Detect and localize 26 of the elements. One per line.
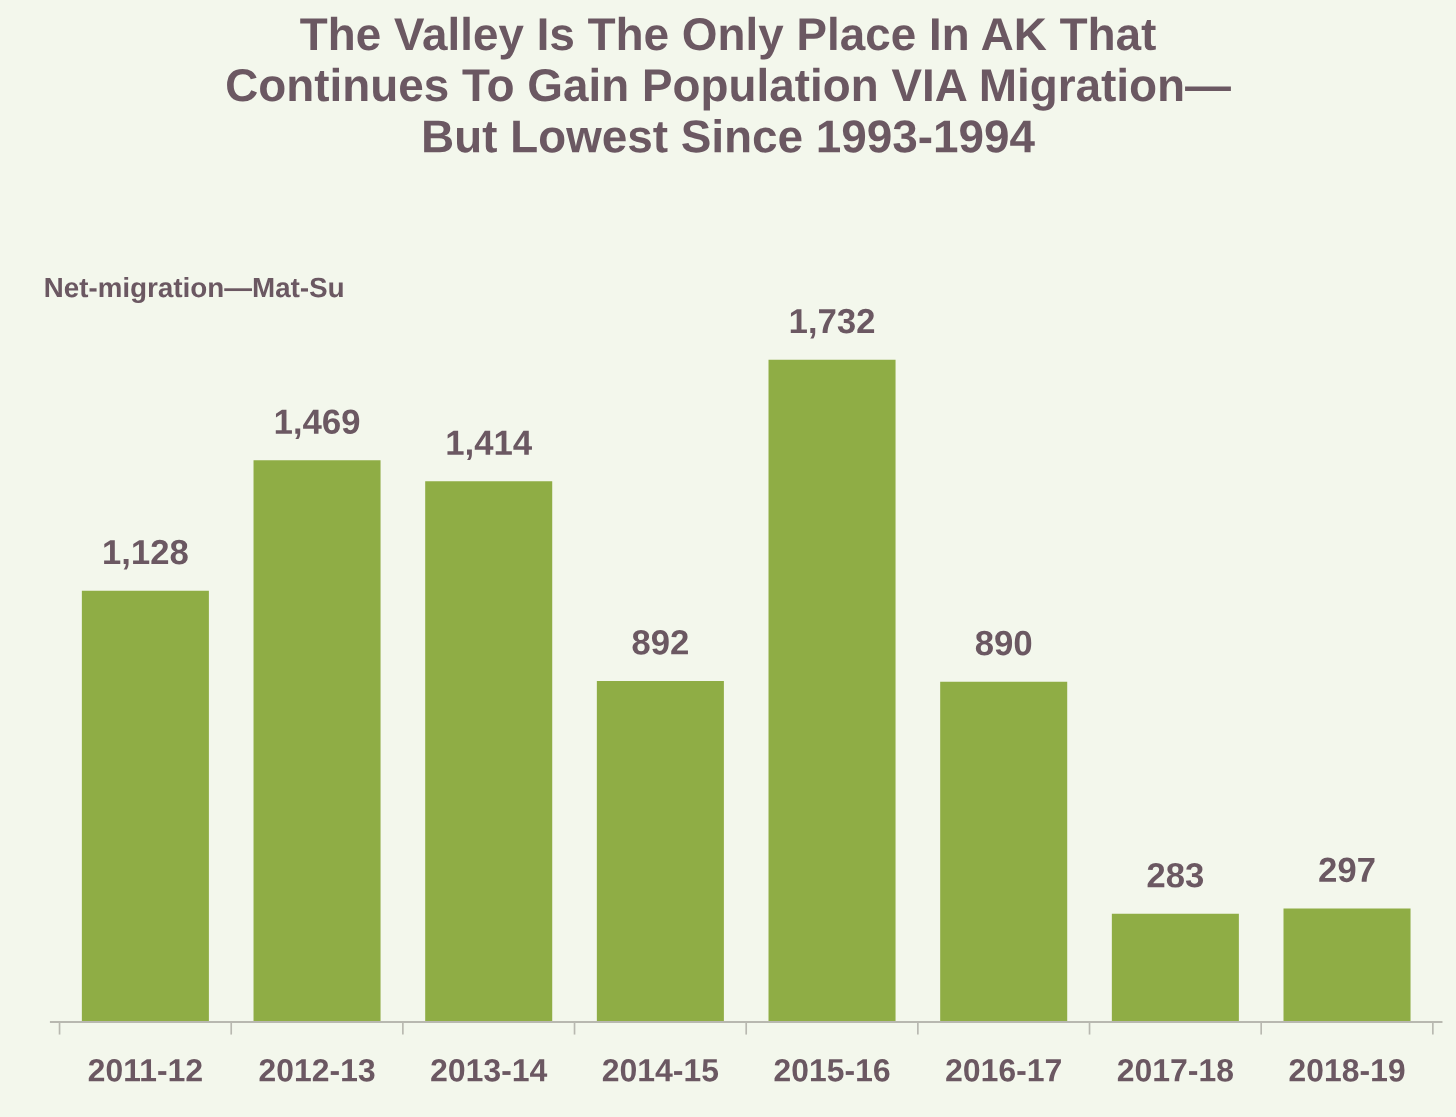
data-label: 1,732 [790,308,875,339]
bar [1283,908,1411,1023]
bar [1111,913,1239,1023]
x-tick-label: 2012-13 [259,1059,375,1082]
bar [768,359,896,1023]
data-label: 890 [975,630,1032,656]
data-label: 892 [632,630,688,655]
x-tick-label: 2015-16 [774,1059,890,1082]
x-tick-label: 2016-17 [946,1059,1061,1082]
data-label: 283 [1147,862,1204,888]
x-tick-label: 2017-18 [1117,1059,1233,1082]
x-tick-label: 2011-12 [88,1059,202,1082]
data-label: 297 [1319,857,1375,883]
x-tick-label: 2013-14 [431,1059,548,1082]
x-tick-label: 2014-15 [602,1059,719,1082]
bar [253,460,381,1023]
chart-title: The Valley Is The Only Place In AK That Continues To Gain Population VIA Migration— But Lowest Since 1993-1994 [227,16,1231,153]
data-label: 1,469 [275,409,360,440]
bar [940,681,1068,1023]
x-tick-label: 2018-19 [1289,1059,1405,1082]
bar [425,481,553,1023]
chart-subtitle: Net-migration—Mat-Su [45,276,343,304]
data-label: 1,128 [104,539,188,570]
data-label: 1,414 [447,430,532,461]
bar [596,680,724,1023]
bar [81,590,209,1023]
